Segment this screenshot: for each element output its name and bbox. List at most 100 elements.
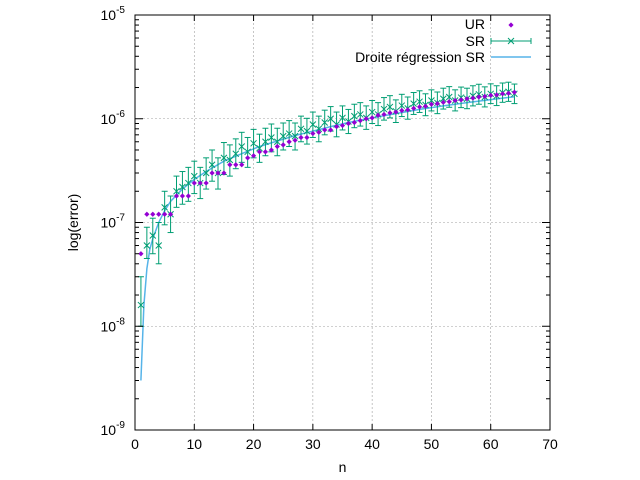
ur-point xyxy=(150,211,156,217)
sr-marker xyxy=(268,134,275,141)
ur-point xyxy=(203,180,209,186)
sr-marker xyxy=(285,130,293,137)
sr-marker xyxy=(238,143,246,150)
ur-point xyxy=(393,109,399,115)
ur-point xyxy=(280,142,286,148)
ur-point xyxy=(328,127,334,133)
sr-point xyxy=(250,128,257,159)
y-tick-base: 10 xyxy=(101,215,117,231)
sr-point xyxy=(475,83,483,105)
ur-point xyxy=(316,129,322,135)
sr-point xyxy=(380,97,388,121)
sr-marker xyxy=(398,102,406,109)
sr-marker xyxy=(161,203,168,211)
y-tick-label: 10-9 xyxy=(101,420,126,438)
y-tick-base: 10 xyxy=(101,7,117,23)
ur-point xyxy=(470,95,476,101)
ur-point xyxy=(411,105,417,111)
sr-marker xyxy=(143,242,151,249)
x-tick-label: 50 xyxy=(424,436,440,452)
sr-marker xyxy=(386,103,394,111)
ur-point xyxy=(227,162,233,168)
sr-marker xyxy=(416,98,423,106)
y-tick-label: 10-7 xyxy=(101,213,126,231)
ur-point xyxy=(209,170,215,176)
x-tick-label: 40 xyxy=(364,436,380,452)
grid xyxy=(135,15,550,430)
y-tick-label: 10-5 xyxy=(101,5,126,23)
x-tick-label: 60 xyxy=(483,436,499,452)
ur-point xyxy=(357,117,363,124)
legend: UR SR Droite régression SR xyxy=(355,16,532,65)
ur-point xyxy=(333,124,340,130)
ur-point xyxy=(262,149,269,155)
ur-point xyxy=(256,149,263,155)
ur-point xyxy=(179,193,186,199)
sr-point xyxy=(273,127,281,157)
y-tick-exponent: -9 xyxy=(116,420,125,431)
ur-point xyxy=(381,111,387,118)
ur-point xyxy=(322,127,328,133)
sr-legend-glyph xyxy=(490,37,532,45)
y-axis-label: log(error) xyxy=(65,194,81,252)
ur-point xyxy=(221,170,227,176)
ur-point xyxy=(440,99,446,105)
ur-point xyxy=(428,101,435,107)
ur-point xyxy=(446,99,452,105)
sr-point xyxy=(143,226,151,259)
sr-point xyxy=(439,87,447,110)
ur-point xyxy=(173,193,180,199)
ur-point xyxy=(345,120,352,127)
sr-marker xyxy=(273,138,281,146)
sr-point xyxy=(309,111,317,138)
ur-point xyxy=(464,96,470,102)
sr-point xyxy=(226,144,234,177)
sr-marker xyxy=(315,125,323,133)
ur-point xyxy=(250,153,257,159)
ur-point xyxy=(310,130,316,137)
legend-label-ur: UR xyxy=(465,16,485,32)
ur-point xyxy=(416,104,423,110)
ur-point xyxy=(144,211,150,217)
ur-point xyxy=(286,139,292,145)
ur-point xyxy=(375,112,381,118)
x-tick-label: 10 xyxy=(186,436,202,452)
ur-point xyxy=(387,110,393,116)
sr-marker xyxy=(339,114,346,122)
sr-marker xyxy=(297,125,305,133)
sr-marker xyxy=(179,183,186,191)
y-tick-base: 10 xyxy=(101,422,117,438)
sr-marker xyxy=(262,138,269,146)
legend-label-sr: SR xyxy=(466,33,485,49)
y-tick-label: 10-6 xyxy=(101,109,126,127)
legend-label-regression: Droite régression SR xyxy=(355,49,485,65)
sr-marker xyxy=(309,121,317,128)
sr-marker xyxy=(445,93,453,101)
ur-point xyxy=(197,180,203,186)
x-tick-label: 0 xyxy=(131,436,139,452)
legend-marker-sr xyxy=(490,37,532,45)
sr-marker xyxy=(291,132,299,140)
ur-point xyxy=(292,137,298,143)
sr-point xyxy=(155,222,163,265)
ur-point xyxy=(399,107,405,114)
sr-marker xyxy=(185,179,192,187)
ur-point xyxy=(233,162,239,168)
legend-marker-ur xyxy=(508,22,514,28)
ur-point xyxy=(162,211,168,217)
y-tick-exponent: -8 xyxy=(116,316,125,327)
ur-series xyxy=(138,89,518,257)
sr-marker xyxy=(173,187,180,195)
x-axis-label: n xyxy=(339,459,347,475)
ur-point xyxy=(245,155,251,161)
ur-point xyxy=(298,134,304,141)
y-tick-exponent: -6 xyxy=(116,109,125,120)
sr-marker xyxy=(220,154,228,162)
sr-point xyxy=(149,217,157,255)
ur-point xyxy=(239,162,245,168)
ur-point xyxy=(369,115,375,121)
x-tick-label: 30 xyxy=(305,436,321,452)
ur-point xyxy=(452,97,458,104)
sr-point xyxy=(398,93,406,118)
